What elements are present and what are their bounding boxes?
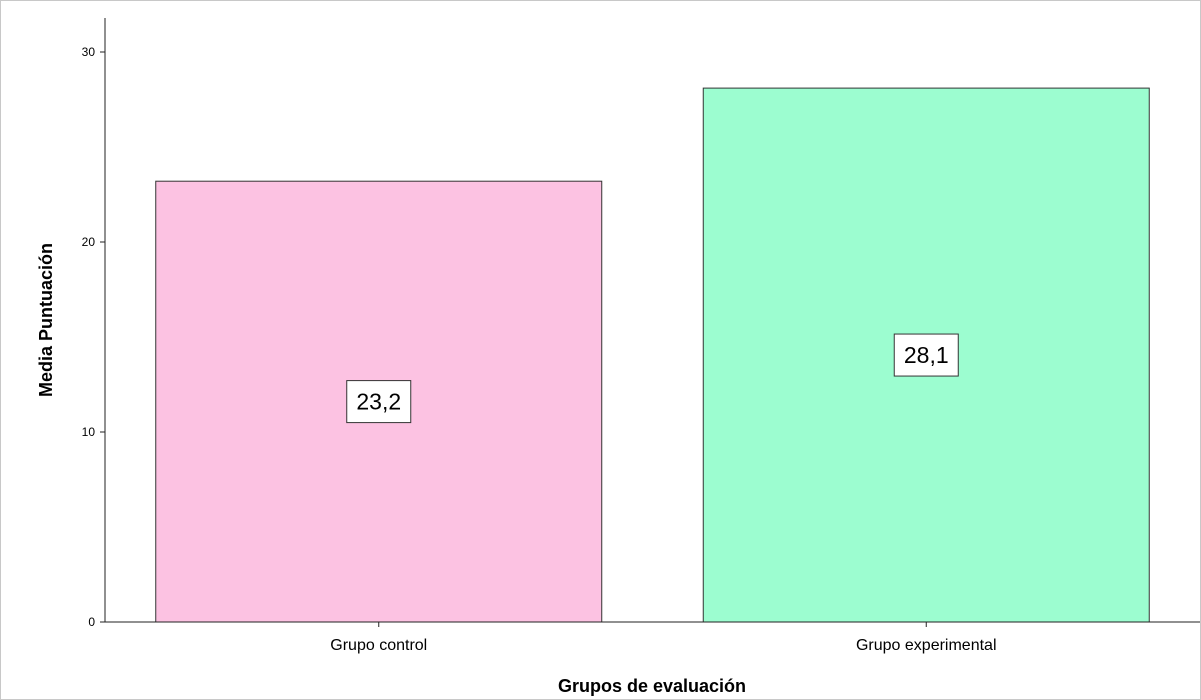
data-label-box	[893, 333, 959, 377]
bars-group	[155, 87, 1150, 623]
x-axis-category-labels: Grupo control Grupo experimental	[330, 622, 997, 654]
data-label: 23,2	[356, 389, 401, 415]
y-tick-label: 0	[88, 615, 95, 629]
x-category-label: Grupo experimental	[856, 637, 997, 654]
data-label: 28,1	[904, 342, 949, 368]
x-category-label: Grupo control	[330, 637, 427, 654]
y-axis-title: Media Puntuación	[36, 243, 56, 397]
y-tick-label: 20	[82, 235, 96, 249]
y-tick-label: 10	[82, 425, 96, 439]
data-label-box	[346, 380, 412, 424]
data-labels-group: 23,2 28,1	[346, 333, 959, 424]
x-axis-title: Grupos de evaluación	[558, 676, 746, 696]
y-axis-ticks: 0 10 20 30	[82, 45, 105, 629]
y-tick-label: 30	[82, 45, 96, 59]
